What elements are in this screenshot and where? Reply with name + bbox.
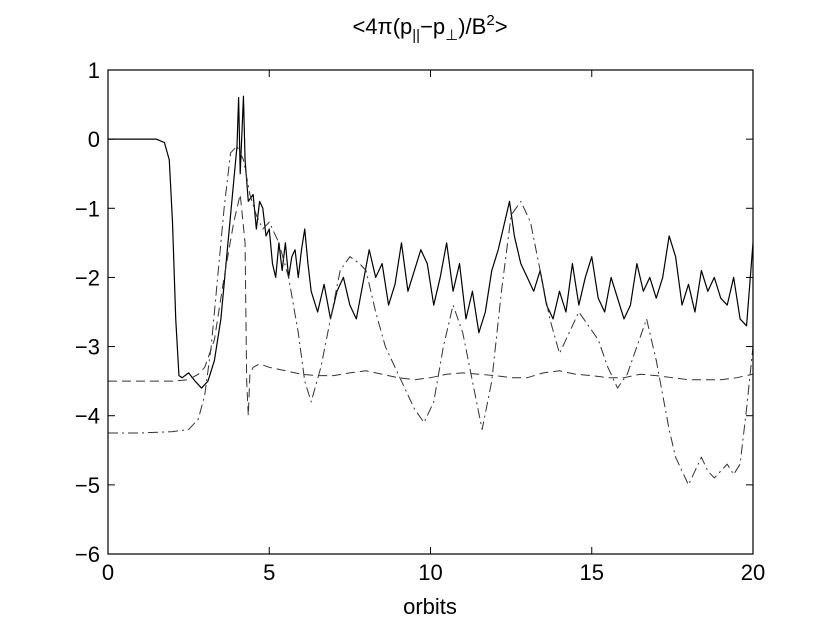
series-dashdot-line [108,145,754,486]
chart-title: <4π(p||−p⊥)/B2> [352,12,507,44]
y-tick-label: 1 [88,58,100,83]
plot-frame [107,69,754,555]
x-tick-label: 20 [741,560,765,585]
series-solid-line [108,95,754,389]
y-tick-label: −5 [75,473,100,498]
x-axis-label: orbits [403,594,457,619]
x-tick-label: 15 [580,560,604,585]
series-dashed-line [108,193,754,417]
y-tick-label: −3 [75,335,100,360]
x-tick-label: 0 [102,560,114,585]
y-tick-label: 0 [88,127,100,152]
y-tick-label: −4 [75,404,100,429]
x-tick-label: 5 [263,560,275,585]
y-tick-label: −2 [75,265,100,290]
x-tick-label: 10 [418,560,442,585]
series-layer [108,95,754,486]
y-tick-label: −6 [75,542,100,567]
y-tick-label: −1 [75,196,100,221]
